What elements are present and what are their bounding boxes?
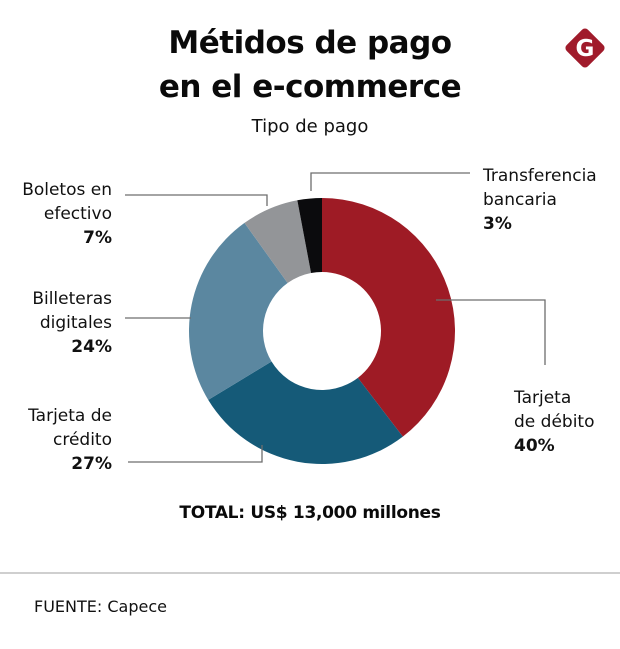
footer-divider (0, 572, 620, 574)
slice-label-debito-line2: de débito (514, 412, 595, 432)
donut-slice-transferencia (297, 198, 322, 274)
total-label: TOTAL: US$ 13,000 millones (179, 503, 441, 523)
donut-slice-billeteras (189, 222, 288, 400)
donut-slices (189, 198, 456, 465)
logo-letter: G (576, 36, 595, 62)
brand-g-diamond-icon: G (565, 28, 605, 68)
donut-slice-credito (208, 361, 403, 465)
chart-title-line-1: Métidos de pago (168, 25, 452, 61)
slice-label-boletos-line2: efectivo (43, 204, 112, 224)
slice-value-debito: 40% (514, 436, 555, 456)
leader-line-credito (128, 445, 263, 463)
leader-line-boletos (125, 194, 268, 206)
leader-line-debito (436, 299, 546, 365)
slice-label-billeteras-line2: digitales (39, 313, 112, 333)
slice-label-boletos-line1: Boletos en (22, 180, 112, 200)
source-note: FUENTE: Capece (34, 597, 167, 616)
chart-title-line-2: en el e-commerce (158, 69, 462, 105)
donut-slice-debito (322, 198, 456, 437)
slice-label-debito: Tarjeta de débito 40% (514, 386, 594, 458)
slice-label-boletos: Boletos en efectivo 7% (22, 178, 112, 250)
leader-line-transferencia (310, 172, 470, 191)
slice-label-credito: Tarjeta de crédito 27% (28, 404, 112, 476)
logo-diamond (565, 28, 605, 68)
donut-slice-boletos (244, 200, 312, 284)
slice-label-credito-line1: Tarjeta de (28, 406, 112, 426)
slice-label-billeteras: Billeteras digitales 24% (32, 287, 112, 359)
slice-label-credito-line2: crédito (52, 430, 112, 450)
slice-value-billeteras: 24% (71, 337, 112, 357)
slice-value-transferencia: 3% (483, 214, 512, 234)
chart-subtitle: Tipo de pago (251, 116, 369, 137)
slice-label-transferencia: Transferencia bancaria 3% (483, 164, 597, 236)
slice-label-billeteras-line1: Billeteras (32, 289, 112, 309)
slice-value-credito: 27% (71, 454, 112, 474)
slice-label-debito-line1: Tarjeta (514, 388, 572, 408)
slice-value-boletos: 7% (83, 228, 112, 248)
leader-lines (125, 172, 546, 463)
slice-label-transferencia-line1: Transferencia (483, 166, 597, 186)
slice-label-transferencia-line2: bancaria (483, 190, 557, 210)
